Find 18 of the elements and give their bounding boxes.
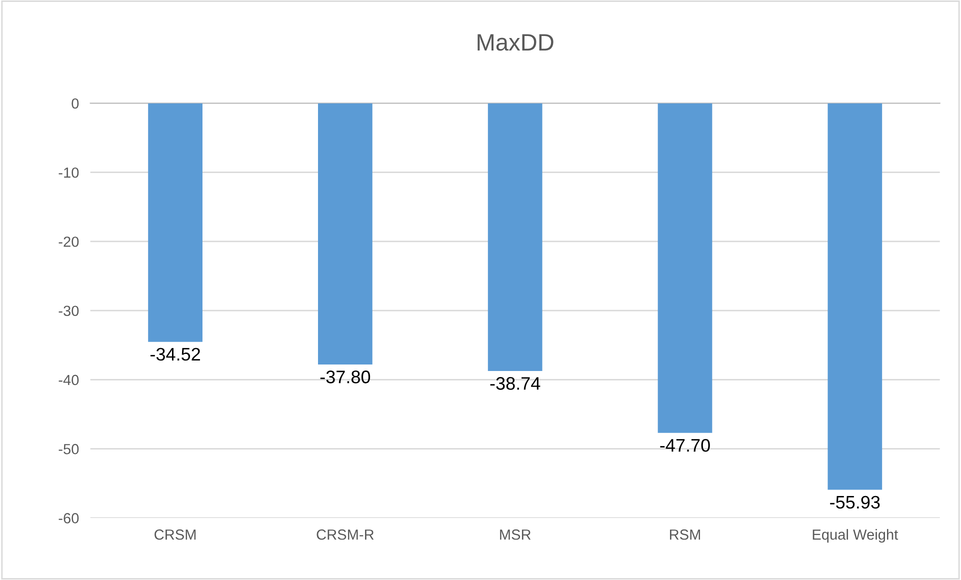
data-label: -38.74 — [490, 377, 540, 390]
data-label: -37.80 — [320, 370, 370, 384]
y-tick-label: -10 — [58, 167, 79, 178]
y-tick-label: -30 — [58, 306, 79, 316]
y-tick-label: -20 — [58, 236, 79, 247]
x-tick-label: MSR — [500, 529, 531, 540]
y-tick-label: 0 — [72, 98, 79, 109]
y-tick-label: -60 — [58, 513, 79, 524]
y-tick-label: -50 — [58, 444, 79, 454]
x-tick-label: CRSM — [154, 529, 196, 540]
data-label: -34.52 — [150, 348, 200, 361]
x-tick-label: CRSM-R — [316, 529, 374, 540]
x-tick-label: Equal Weight — [812, 529, 898, 543]
chart-title: MaxDD — [478, 34, 554, 51]
data-label: -47.70 — [660, 438, 710, 452]
y-tick-label: -40 — [58, 374, 79, 386]
x-tick-label: RSM — [670, 529, 700, 540]
data-label: -55.93 — [830, 496, 880, 509]
